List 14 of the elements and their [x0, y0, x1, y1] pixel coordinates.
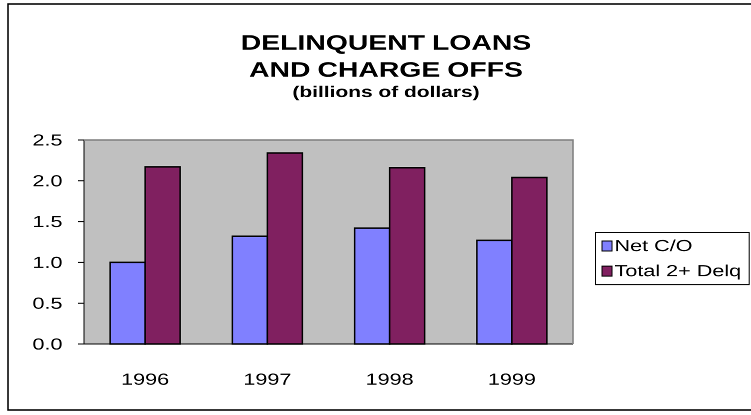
chart-title: DELINQUENT LOANS AND CHARGE OFFS: [242, 35, 530, 77]
x-tick-label: 1996: [122, 374, 168, 385]
legend-label: Net C/O: [616, 240, 692, 252]
x-tick-label: 1998: [367, 374, 413, 385]
y-tick-label: 1.0: [34, 256, 62, 268]
y-tick-label: 1.5: [34, 216, 62, 228]
y-tick-label: 2.0: [34, 175, 62, 186]
y-tick-label: 2.5: [34, 134, 62, 146]
y-tick-label: 0.5: [33, 298, 62, 309]
x-tick-label: 1999: [490, 374, 535, 385]
x-tick-label: 1997: [244, 374, 290, 385]
legend-label: Total 2+ Delq: [614, 264, 740, 280]
y-tick-label: 0.0: [33, 338, 62, 350]
chart-subtitle: (billions of dollars): [293, 86, 479, 100]
